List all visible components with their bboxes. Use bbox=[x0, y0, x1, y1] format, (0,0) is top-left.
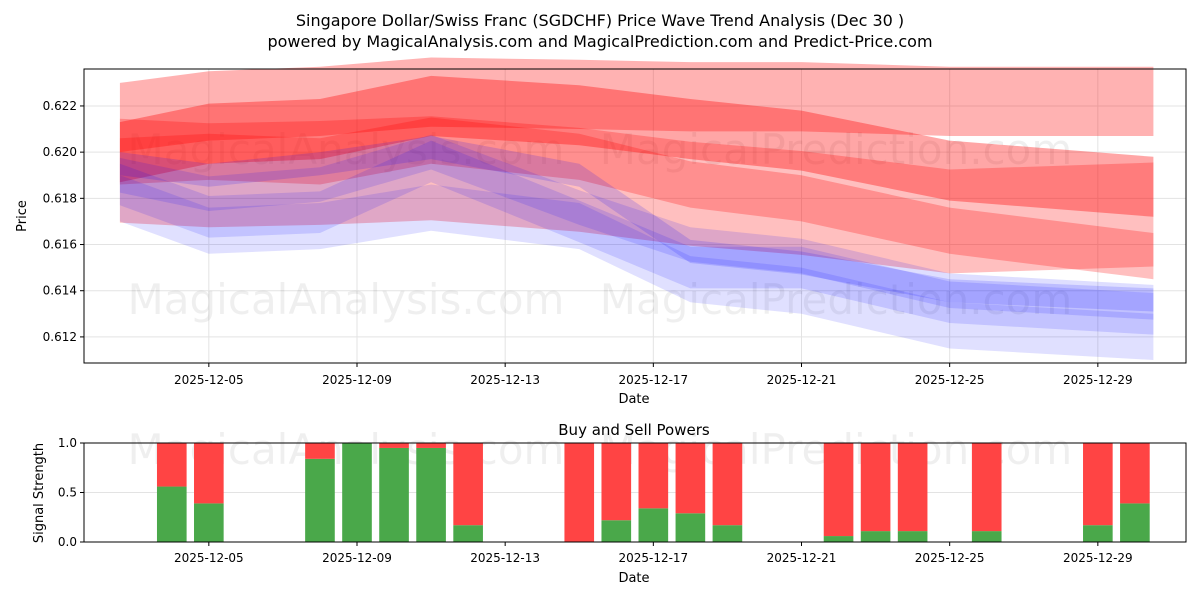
buy-bar bbox=[675, 513, 706, 542]
wave-band bbox=[119, 75, 1154, 217]
buy-bar bbox=[860, 531, 891, 542]
wave-band bbox=[119, 175, 1154, 360]
buy-bar bbox=[897, 531, 928, 542]
bottom-x-label: Date bbox=[618, 571, 649, 586]
x-tick-label: 2025-12-13 bbox=[470, 373, 540, 387]
watermark: MagicalPrediction.com bbox=[600, 275, 1073, 324]
sell-bar bbox=[675, 443, 706, 514]
watermark: MagicalAnalysis.com bbox=[128, 275, 565, 324]
y-tick-label: 0.618 bbox=[43, 191, 77, 205]
sell-bar bbox=[860, 443, 891, 532]
bottom-plot-frame bbox=[83, 442, 1187, 543]
sell-bar bbox=[156, 443, 187, 487]
y-tick-label: 0.620 bbox=[43, 145, 77, 159]
sell-bar bbox=[305, 443, 335, 459]
x-tick-label: 2025-12-25 bbox=[915, 373, 985, 387]
wave-band bbox=[119, 140, 1154, 335]
bottom-y-label: Signal Strength bbox=[32, 443, 47, 543]
y-tick-label: 0.612 bbox=[43, 330, 77, 344]
buy-bar bbox=[453, 525, 483, 542]
watermark: MagicalPrediction.com bbox=[600, 125, 1073, 174]
sell-bar bbox=[379, 443, 409, 448]
wave-band bbox=[119, 117, 1154, 280]
signal-plot: 0.0 0.5 1.0 2025-12-05 2025-12-09 2025-12-13 2… bbox=[58, 425, 1187, 565]
buy-bar bbox=[379, 447, 409, 542]
wave-band bbox=[119, 116, 1154, 274]
wave-band bbox=[119, 134, 1154, 320]
wave-band bbox=[119, 57, 1154, 153]
x-tick-label: 2025-12-29 bbox=[1063, 373, 1133, 387]
top-x-label: Date bbox=[618, 392, 649, 407]
x-tick-label: 2025-12-05 bbox=[174, 373, 244, 387]
wave-band bbox=[119, 136, 1154, 312]
buy-bar bbox=[638, 508, 669, 542]
buy-bar bbox=[156, 486, 187, 542]
sell-bar bbox=[601, 443, 632, 521]
y-tick-label: 0.0 bbox=[58, 535, 77, 549]
x-tick-label: 2025-12-13 bbox=[470, 551, 540, 565]
y-tick-label: 1.0 bbox=[58, 436, 77, 450]
buy-bar bbox=[305, 458, 335, 542]
x-tick-label: 2025-12-17 bbox=[618, 551, 688, 565]
sell-bar bbox=[194, 443, 224, 504]
buy-bar bbox=[823, 536, 854, 542]
y-tick-label: 0.5 bbox=[58, 486, 77, 500]
x-tick-label: 2025-12-25 bbox=[915, 551, 985, 565]
bottom-chart-title: Buy and Sell Powers bbox=[558, 421, 710, 439]
top-y-label: Price bbox=[15, 200, 30, 232]
x-tick-label: 2025-12-29 bbox=[1063, 551, 1133, 565]
chart-title: Singapore Dollar/Swiss Franc (SGDCHF) Pr… bbox=[296, 11, 904, 30]
y-tick-label: 0.622 bbox=[43, 99, 77, 113]
top-plot-frame bbox=[83, 68, 1187, 364]
buy-bar bbox=[712, 525, 743, 542]
buy-bar bbox=[1083, 525, 1113, 542]
sell-bar bbox=[897, 443, 928, 532]
x-tick-label: 2025-12-17 bbox=[618, 373, 688, 387]
buy-bar bbox=[416, 447, 446, 542]
chart-subtitle: powered by MagicalAnalysis.com and Magic… bbox=[267, 32, 932, 51]
buy-bar bbox=[194, 503, 224, 542]
x-tick-label: 2025-12-09 bbox=[322, 373, 392, 387]
buy-bar bbox=[971, 531, 1002, 542]
price-plot: 2025-12-05 2025-12-09 2025-12-13 2025-12-17… bbox=[43, 57, 1187, 387]
sell-bar bbox=[638, 443, 669, 509]
buy-bar bbox=[1120, 503, 1150, 542]
x-tick-label: 2025-12-21 bbox=[767, 373, 837, 387]
x-tick-label: 2025-12-21 bbox=[767, 551, 837, 565]
sell-bar bbox=[971, 443, 1002, 532]
sell-bar bbox=[453, 443, 483, 526]
buy-bar bbox=[342, 443, 372, 542]
sell-bar bbox=[1083, 443, 1113, 526]
x-tick-label: 2025-12-09 bbox=[322, 551, 392, 565]
sell-bar bbox=[564, 443, 595, 542]
watermark: MagicalAnalysis.com bbox=[128, 125, 565, 174]
x-tick-label: 2025-12-05 bbox=[174, 551, 244, 565]
y-tick-label: 0.614 bbox=[43, 284, 77, 298]
buy-bar bbox=[601, 520, 632, 542]
sell-bar bbox=[1120, 443, 1150, 504]
y-tick-label: 0.616 bbox=[43, 238, 77, 252]
sell-bar bbox=[416, 443, 446, 448]
sell-bar bbox=[712, 443, 743, 526]
sell-bar bbox=[823, 443, 854, 537]
